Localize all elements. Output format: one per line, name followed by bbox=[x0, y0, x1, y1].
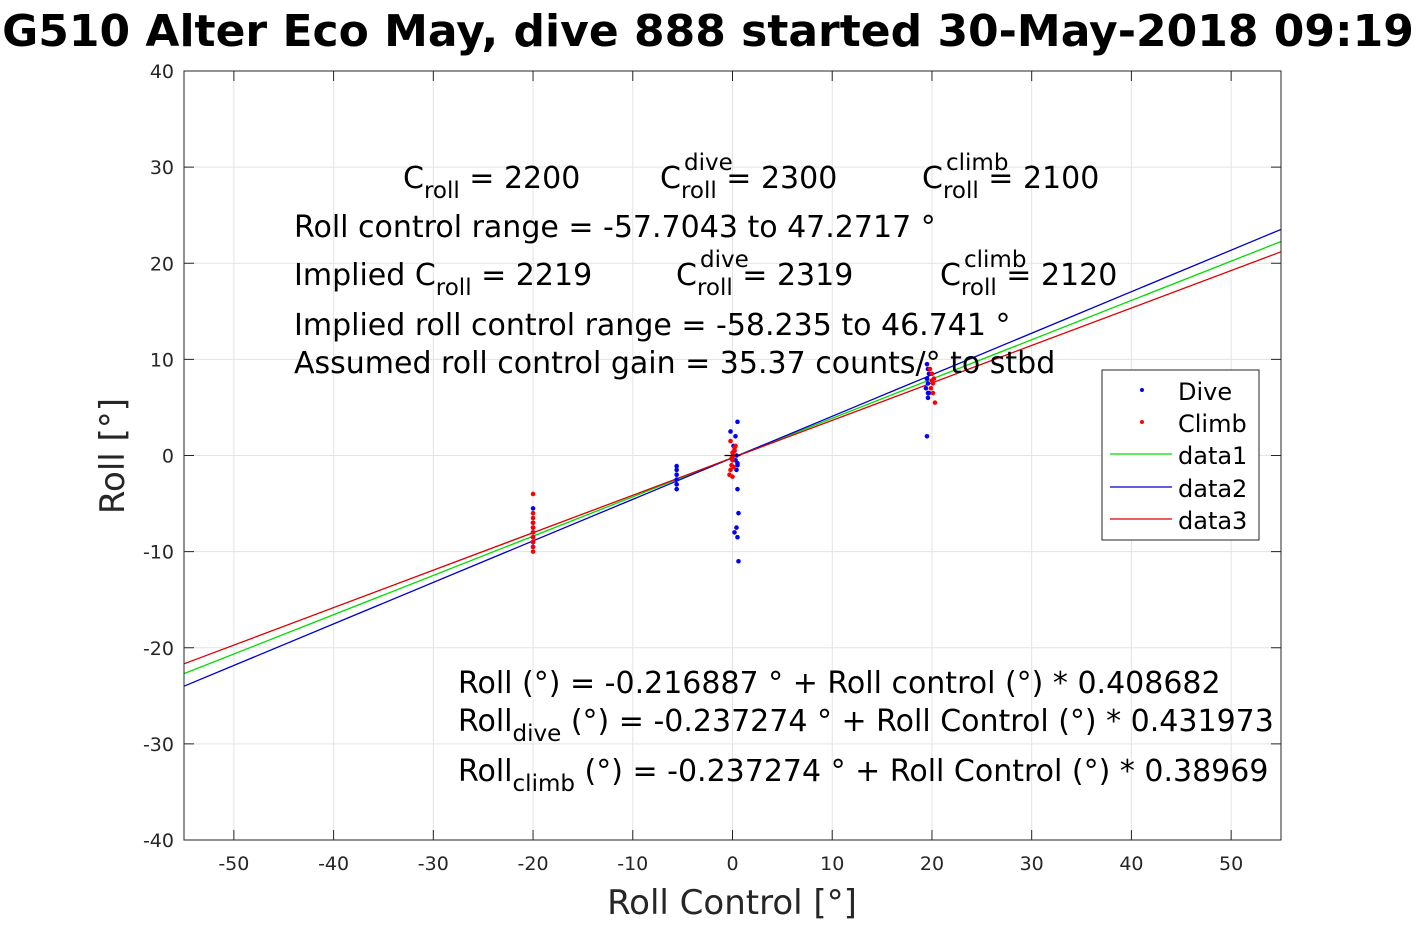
data-point-dive bbox=[674, 467, 679, 473]
ticks: -50 -40 -30 -20 -10 0 10 20 30 40 50 -40 -30 -20 -10 0 1… bbox=[143, 61, 1281, 875]
y-tick-label: 20 bbox=[150, 253, 174, 275]
data-point-climb bbox=[530, 539, 536, 545]
data-point-dive bbox=[735, 486, 740, 492]
y-axis-label: Roll [°] bbox=[93, 398, 133, 514]
data-point-dive bbox=[924, 361, 930, 367]
data-point-climb bbox=[530, 510, 536, 516]
legend-label-climb: Climb bbox=[1178, 410, 1247, 438]
data-point-dive bbox=[923, 385, 929, 391]
data-point-climb bbox=[927, 366, 933, 372]
data-point-dive bbox=[674, 477, 679, 482]
data-point-dive bbox=[732, 530, 737, 535]
data-point-climb bbox=[928, 385, 934, 391]
x-tick-label: -50 bbox=[218, 853, 249, 875]
x-tick-label: 0 bbox=[726, 853, 738, 875]
annotation-implied-c-roll-climb: Croll = 2120 bbox=[940, 258, 1117, 301]
data-point-dive bbox=[530, 506, 536, 511]
data-point-climb bbox=[732, 445, 737, 451]
series-points bbox=[530, 361, 938, 564]
data-point-dive bbox=[674, 486, 679, 492]
annotation-implied-c-roll-dive: Croll = 2319 bbox=[676, 258, 853, 301]
data-point-dive bbox=[674, 472, 679, 478]
data-point-climb bbox=[729, 456, 734, 461]
data-point-climb bbox=[929, 378, 935, 383]
data-point-climb bbox=[530, 491, 536, 497]
legend: Dive Climb data1 data2 data3 bbox=[1101, 369, 1260, 541]
legend-box bbox=[1101, 369, 1260, 541]
legend-label-data1: data1 bbox=[1178, 442, 1247, 470]
annotation-c-roll-dive: Croll = 2300 bbox=[660, 161, 837, 204]
annotation-c-roll-dive-sup: dive bbox=[684, 150, 733, 176]
annotation-c-roll: Croll = 2200 bbox=[403, 161, 580, 204]
data-point-climb bbox=[530, 534, 536, 540]
data-point-climb bbox=[728, 438, 733, 444]
data-point-dive bbox=[728, 429, 733, 434]
data-point-climb bbox=[930, 390, 936, 396]
annotation-c-roll-climb: Croll = 2100 bbox=[922, 161, 1099, 204]
annotation-c-roll-climb-sup: climb bbox=[946, 150, 1008, 176]
data-point-climb bbox=[932, 400, 938, 405]
data-point-dive bbox=[734, 467, 739, 473]
annotation-roll-control-range: Roll control range = -57.7043 to 47.2717… bbox=[294, 210, 936, 245]
data-point-dive bbox=[735, 419, 740, 425]
y-tick-label: -40 bbox=[143, 830, 174, 852]
legend-marker-dive bbox=[1140, 388, 1144, 392]
data-point-climb bbox=[728, 467, 733, 473]
legend-marker-climb bbox=[1140, 420, 1144, 424]
data-point-climb bbox=[530, 544, 536, 550]
data-point-dive bbox=[735, 460, 740, 466]
y-tick-label: 0 bbox=[162, 446, 174, 468]
annotation-implied-c-roll-climb-sup: climb bbox=[964, 247, 1026, 273]
x-tick-label: 50 bbox=[1219, 853, 1243, 875]
data-point-climb bbox=[530, 530, 536, 535]
data-point-dive bbox=[925, 381, 931, 386]
x-tick-label: 30 bbox=[1020, 853, 1044, 875]
y-tick-label: -20 bbox=[143, 638, 174, 660]
data-point-dive bbox=[925, 390, 931, 396]
annotation-fit-dive: Rolldive (°) = -0.237274 ° + Roll Contro… bbox=[458, 704, 1274, 747]
data-point-climb bbox=[929, 371, 935, 377]
data-point-dive bbox=[925, 395, 931, 401]
annotation-fit-climb: Rollclimb (°) = -0.237274 ° + Roll Contr… bbox=[458, 754, 1268, 797]
data-point-climb bbox=[730, 474, 735, 479]
data-point-climb bbox=[730, 450, 735, 455]
data-point-dive bbox=[735, 534, 740, 540]
data-point-climb bbox=[530, 549, 536, 554]
legend-label-dive: Dive bbox=[1178, 378, 1232, 406]
data-point-dive bbox=[736, 510, 741, 516]
y-tick-label: 40 bbox=[150, 61, 174, 83]
annotation-gain: Assumed roll control gain = 35.37 counts… bbox=[294, 346, 1055, 381]
y-tick-label: 30 bbox=[150, 157, 174, 179]
data-point-dive bbox=[674, 482, 679, 487]
x-tick-label: 10 bbox=[820, 853, 844, 875]
data-point-dive bbox=[736, 558, 741, 564]
data-point-climb bbox=[530, 525, 536, 530]
data-point-dive bbox=[733, 433, 738, 439]
data-point-dive bbox=[674, 463, 679, 469]
x-tick-label: -20 bbox=[518, 853, 549, 875]
x-tick-label: 20 bbox=[920, 853, 944, 875]
data-point-climb bbox=[530, 520, 536, 526]
x-axis-label: Roll Control [°] bbox=[607, 883, 857, 923]
y-tick-label: 10 bbox=[150, 349, 174, 371]
data-point-dive bbox=[924, 376, 930, 381]
data-point-dive bbox=[734, 525, 739, 530]
data-point-climb bbox=[731, 464, 736, 470]
x-tick-label: 40 bbox=[1119, 853, 1143, 875]
annotation-implied-range: Implied roll control range = -58.235 to … bbox=[294, 308, 1011, 343]
data-point-climb bbox=[530, 515, 536, 521]
x-tick-label: -30 bbox=[418, 853, 449, 875]
y-tick-label: -30 bbox=[143, 734, 174, 756]
x-tick-label: -40 bbox=[318, 853, 349, 875]
data-point-dive bbox=[924, 433, 930, 439]
legend-label-data3: data3 bbox=[1178, 507, 1247, 535]
legend-label-data2: data2 bbox=[1178, 475, 1247, 503]
x-tick-label: -10 bbox=[617, 853, 648, 875]
annotation-implied-c-roll-dive-sup: dive bbox=[700, 247, 749, 273]
annotation-implied-c-roll: Implied Croll = 2219 bbox=[294, 258, 592, 301]
annotation-fit-all: Roll (°) = -0.216887 ° + Roll control (°… bbox=[458, 666, 1221, 701]
chart-title: G510 Alter Eco May, dive 888 started 30-… bbox=[2, 6, 1414, 57]
y-tick-label: -10 bbox=[143, 542, 174, 564]
